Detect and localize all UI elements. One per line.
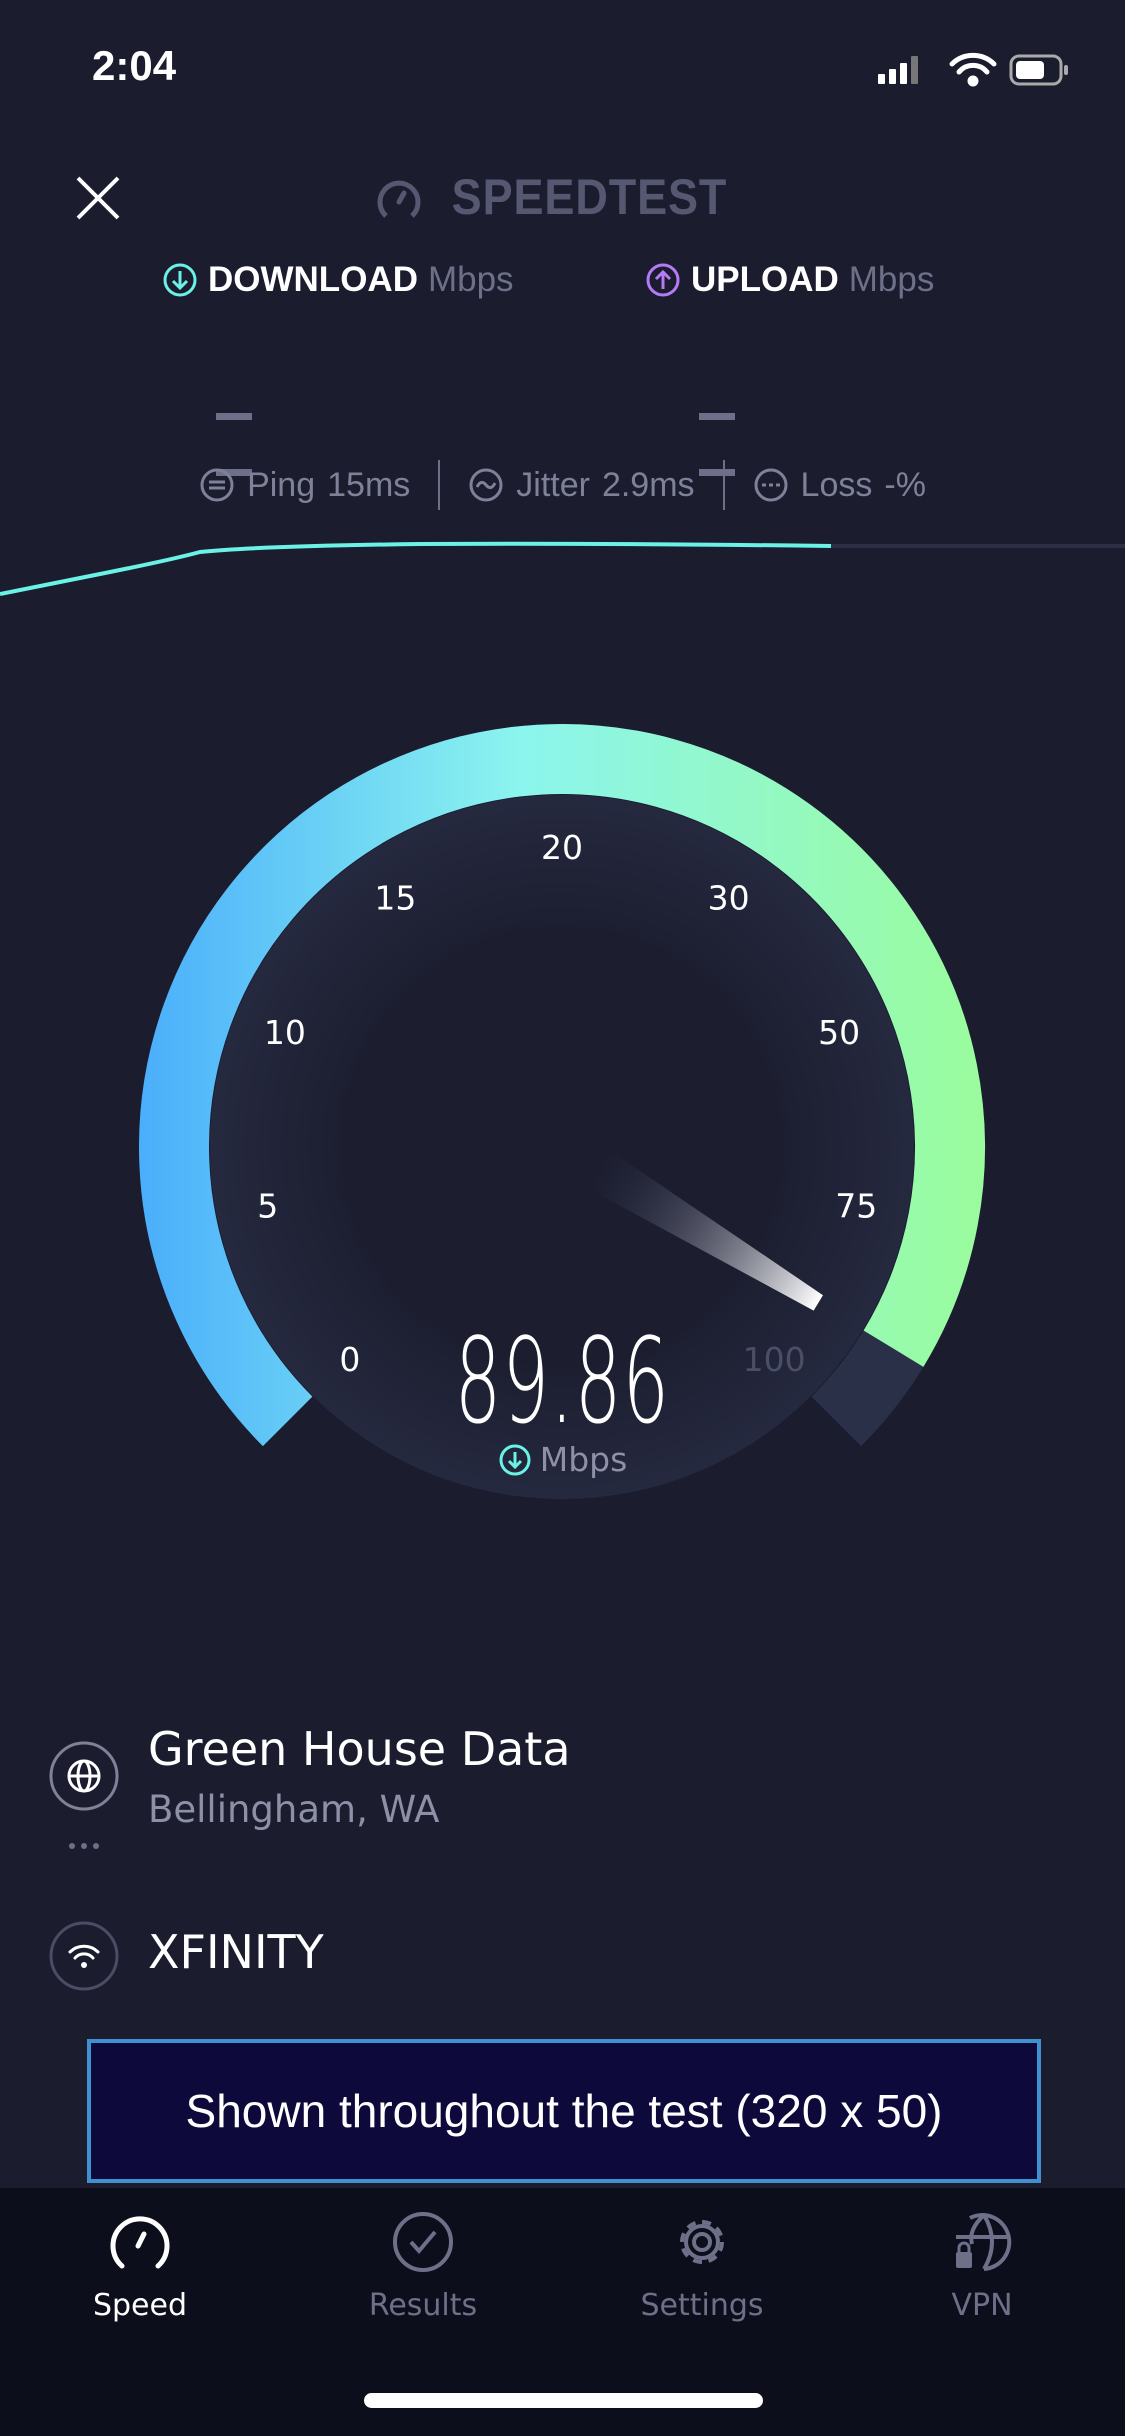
current-speed-value: 89.86 xyxy=(454,1312,671,1450)
gauge-label-10: 10 xyxy=(264,1013,306,1052)
status-icons xyxy=(878,52,1068,87)
gauge-label-75: 75 xyxy=(835,1187,877,1226)
gauge-label-100: 100 xyxy=(743,1340,806,1379)
gauge-label-30: 30 xyxy=(708,879,750,918)
speed-graph xyxy=(0,541,1125,596)
loss-label: Loss xyxy=(800,465,873,504)
loss-value: -% xyxy=(884,465,926,504)
ping-value: 15ms xyxy=(327,465,411,504)
ping-label: Ping xyxy=(247,465,316,504)
globe-icon[interactable] xyxy=(48,1740,120,1860)
unit-label: Mbps xyxy=(539,1440,628,1479)
jitter-label: Jitter xyxy=(516,465,590,504)
download-header: DOWNLOAD Mbps xyxy=(162,260,514,300)
more-dots-icon xyxy=(69,1843,99,1849)
speed-graph-line xyxy=(0,541,832,596)
download-unit: Mbps xyxy=(427,260,514,299)
tab-label: Speed xyxy=(92,2288,188,2323)
close-icon[interactable] xyxy=(74,174,122,222)
loss-icon xyxy=(754,468,788,502)
globe-lock-icon xyxy=(956,2213,1012,2271)
gauge-label-15: 15 xyxy=(374,879,416,918)
download-icon xyxy=(499,1444,531,1475)
wifi-icon xyxy=(49,1921,119,1991)
gauge-label-50: 50 xyxy=(818,1013,860,1052)
tab-label: Results xyxy=(368,2288,478,2323)
gear-icon xyxy=(680,2220,724,2264)
status-time: 2:04 xyxy=(92,42,177,89)
home-indicator xyxy=(364,2393,763,2408)
ad-text: Shown throughout the test (320 x 50) xyxy=(185,2085,943,2137)
gauge-label-5: 5 xyxy=(257,1187,278,1226)
stats-row: Ping 15ms Jitter 2.9ms Loss -% xyxy=(0,460,1125,510)
server-location: Bellingham, WA xyxy=(148,1788,440,1831)
download-icon xyxy=(163,263,197,297)
ad-banner[interactable]: Shown throughout the test (320 x 50) xyxy=(87,2039,1041,2183)
gauge-face xyxy=(210,795,914,1499)
speedometer-icon xyxy=(110,2216,170,2269)
tab-speed[interactable]: Speed xyxy=(40,2210,240,2323)
battery-icon xyxy=(1009,54,1068,86)
upload-header: UPLOAD Mbps xyxy=(645,260,934,300)
server-name[interactable]: Green House Data xyxy=(148,1722,571,1776)
jitter-icon xyxy=(469,468,503,502)
gauge-label-20: 20 xyxy=(541,828,583,867)
tab-vpn[interactable]: VPN xyxy=(882,2210,1082,2323)
upload-icon xyxy=(646,263,680,297)
upload-label: UPLOAD xyxy=(691,260,839,299)
ping-icon xyxy=(200,468,234,502)
upload-unit: Mbps xyxy=(848,260,935,299)
tab-label: Settings xyxy=(640,2288,764,2323)
speedtest-logo: SPEEDTEST xyxy=(451,169,728,225)
tab-results[interactable]: Results xyxy=(323,2210,523,2323)
check-circle-icon xyxy=(393,2212,453,2272)
download-label: DOWNLOAD xyxy=(208,260,418,299)
wifi-icon xyxy=(949,52,997,87)
speed-gauge: 0 5 10 15 20 30 50 75 100 xyxy=(139,724,985,1499)
current-speed-unit: Mbps xyxy=(0,1440,1125,1479)
gauge-needle xyxy=(584,1148,823,1311)
tab-settings[interactable]: Settings xyxy=(602,2210,802,2323)
tab-label: VPN xyxy=(951,2288,1013,2323)
gauge-progress-arc xyxy=(139,724,985,1447)
isp-name: XFINITY xyxy=(148,1925,324,1979)
signal-icon xyxy=(878,56,918,84)
gauge-label-0: 0 xyxy=(339,1340,360,1379)
jitter-value: 2.9ms xyxy=(601,465,695,504)
speedtest-logo-icon xyxy=(377,180,421,218)
